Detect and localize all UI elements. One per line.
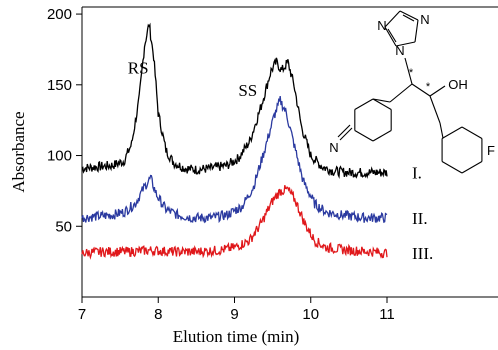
triazole-double-bond [387, 28, 397, 43]
phenyl-bond [354, 98, 374, 110]
y-tick-label: 150 [47, 77, 72, 94]
peak-annotation-rs: RS [128, 58, 149, 77]
x-tick-label: 7 [78, 306, 86, 323]
phenyl-bond [372, 98, 392, 110]
series-label-3: III. [412, 244, 433, 263]
x-tick-label: 11 [379, 306, 395, 323]
phenyl-bond [441, 161, 463, 174]
triazole-bond [399, 10, 419, 21]
phenyl-bond [461, 161, 483, 174]
bond [429, 85, 446, 97]
phenyl-bond [441, 126, 463, 139]
y-tick-label: 50 [55, 218, 72, 235]
series-label-1: I. [412, 164, 422, 183]
nitrile-bond [339, 127, 353, 141]
atom-label: N [395, 43, 404, 58]
series-layer [81, 22, 388, 260]
atom-label: OH [448, 77, 468, 92]
bond [439, 122, 444, 139]
x-tick-label: 9 [230, 306, 238, 323]
peak-annotation-ss: SS [238, 81, 257, 100]
bond [389, 83, 413, 103]
y-axis-title: Absorbance [9, 111, 28, 192]
triazole-bond [384, 26, 397, 47]
bond [404, 57, 413, 85]
atom-label: N [377, 18, 386, 33]
bond [411, 83, 431, 97]
phenyl-bond [372, 130, 392, 142]
series-line-1 [81, 22, 388, 179]
nitrile-bond [337, 124, 351, 138]
atom-label: N [420, 12, 429, 27]
triazole-double-bond [402, 14, 415, 22]
chemical-structure: NNN*OH*N F [329, 10, 495, 174]
atom-label: * [426, 81, 431, 93]
axes [81, 6, 498, 298]
x-tick-label: 10 [302, 306, 319, 323]
bond [429, 95, 441, 124]
atom-label: * [409, 67, 414, 79]
x-axis-title: Elution time (min) [173, 327, 300, 346]
ticks: 7 8 9 10 11 50 100 150 200 [47, 6, 395, 323]
labels: Elution time (min) Absorbance RS SS I. II. III… [9, 58, 433, 346]
x-tick-label: 8 [154, 306, 162, 323]
phenyl-bond [354, 130, 374, 142]
y-tick-label: 200 [47, 6, 72, 23]
triazole-bond [414, 19, 419, 43]
series-label-2: II. [412, 209, 428, 228]
atom-label: F [487, 143, 495, 158]
atom-label: N [329, 140, 338, 155]
triazole-bond [384, 10, 401, 28]
bond [372, 98, 391, 103]
triazole-bond [395, 41, 416, 47]
series-line-2 [81, 96, 388, 224]
phenyl-bond [461, 126, 483, 139]
series-line-3 [81, 185, 388, 260]
y-tick-label: 100 [47, 148, 72, 165]
